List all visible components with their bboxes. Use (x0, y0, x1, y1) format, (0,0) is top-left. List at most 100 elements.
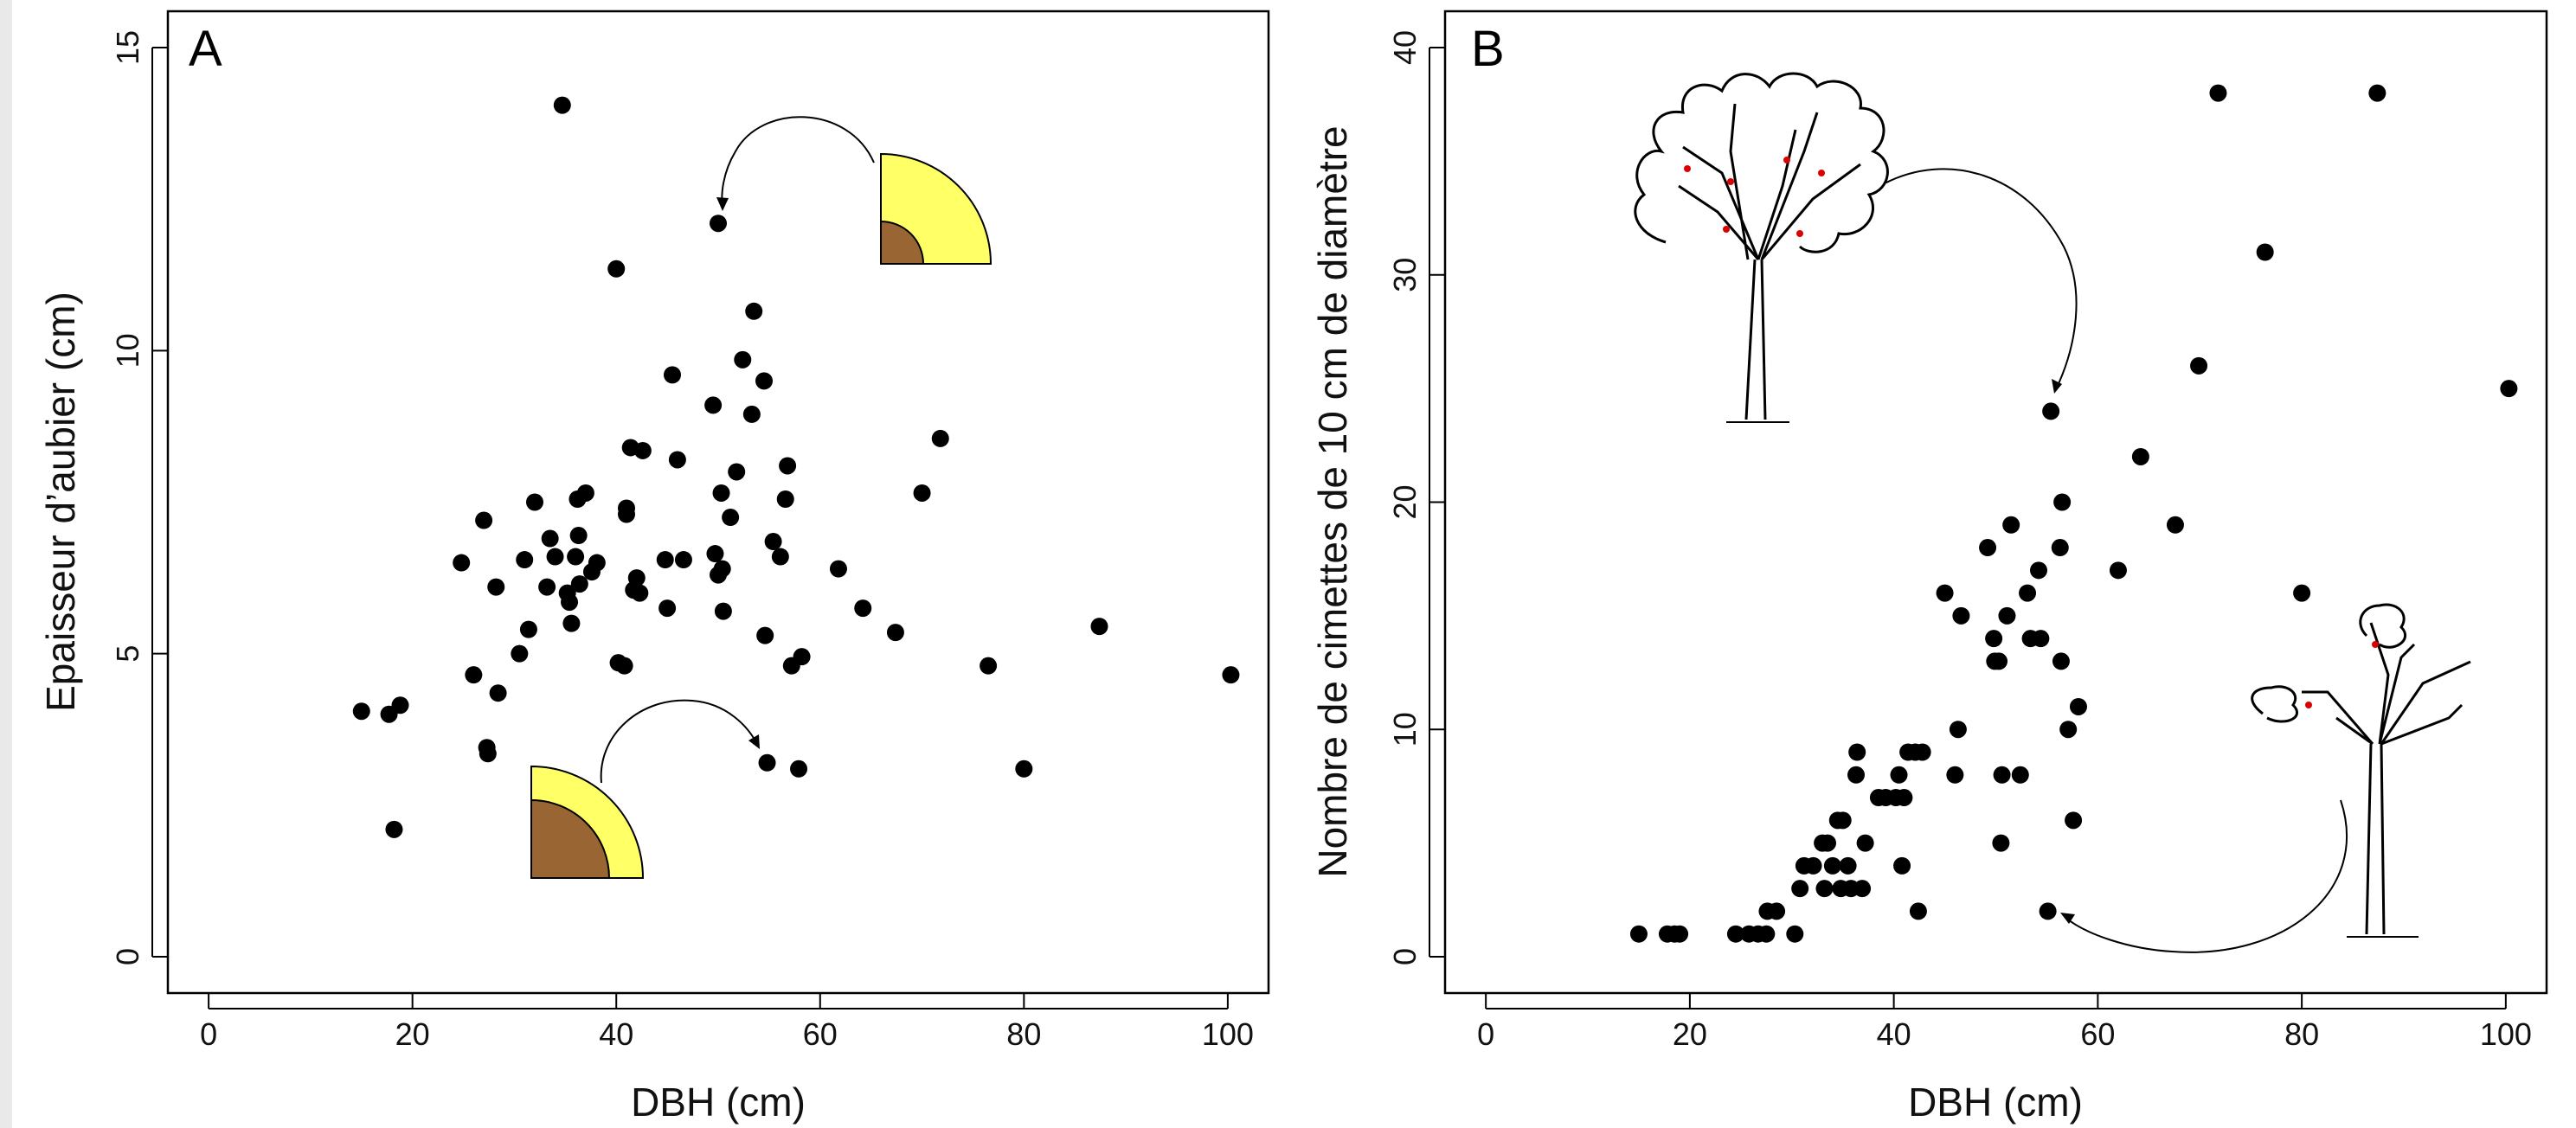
y-axis-title: Nombre de cimettes de 10 cm de diamètre (1310, 125, 1355, 877)
data-point (2019, 584, 2037, 602)
data-point (2053, 493, 2072, 511)
data-point (734, 350, 752, 369)
data-point (829, 560, 847, 578)
data-point (755, 372, 773, 390)
data-point (771, 548, 789, 566)
panel-a: A 0 20 40 60 80 100 0 5 10 15 DBH (cm) Epaisseur… (38, 10, 1270, 1125)
data-point (1848, 743, 1866, 761)
data-point (2293, 584, 2311, 602)
data-point (487, 578, 505, 596)
x-tick-label: 0 (200, 1016, 217, 1052)
y-axis: 0 5 10 15 (110, 30, 168, 965)
data-point (1952, 606, 1970, 625)
data-point (538, 578, 556, 596)
data-point (790, 759, 808, 778)
data-point (1949, 721, 1967, 739)
data-point (526, 493, 543, 511)
data-point (519, 620, 537, 638)
data-point (742, 405, 761, 423)
y-tick-label: 0 (110, 948, 145, 965)
data-point (745, 302, 763, 320)
panel-letter-a: A (189, 21, 222, 77)
data-point (1853, 880, 1872, 898)
data-point (1847, 766, 1866, 784)
x-tick-label: 80 (1006, 1016, 1041, 1052)
sparse-tree-icon (2251, 603, 2471, 938)
data-point (1890, 766, 1908, 784)
data-point (475, 511, 493, 529)
y-tick-label: 15 (110, 30, 145, 65)
data-point (758, 753, 776, 772)
data-point (562, 614, 581, 632)
data-point (1090, 618, 1108, 636)
data-point (618, 499, 635, 517)
data-point (569, 527, 588, 545)
x-tick-label: 40 (599, 1016, 633, 1052)
arrow-from-large-tree-icon (1884, 168, 2078, 394)
data-point (1834, 811, 1852, 830)
data-point (722, 509, 740, 527)
data-point (710, 215, 727, 233)
x-tick-label: 0 (1477, 1016, 1494, 1052)
data-point (764, 533, 782, 551)
data-point (1015, 759, 1033, 778)
data-point (1946, 766, 1964, 784)
data-point (656, 551, 674, 569)
data-point (793, 648, 811, 666)
data-point (886, 624, 904, 642)
data-point (704, 396, 723, 414)
x-axis-title: DBH (cm) (1908, 1080, 2083, 1125)
data-point (1839, 856, 1857, 875)
data-point (2052, 652, 2070, 670)
data-point (1671, 925, 1689, 943)
data-point (1757, 925, 1776, 943)
data-point (2039, 902, 2057, 920)
x-tick-label: 100 (2480, 1016, 2532, 1052)
x-tick-label: 60 (803, 1016, 838, 1052)
data-point (391, 696, 409, 715)
data-point (980, 657, 998, 675)
left-edge-strip (0, 0, 12, 1128)
sapwood-thin-icon (880, 152, 992, 265)
y-tick-label: 10 (1387, 712, 1423, 747)
data-point (2500, 380, 2518, 398)
x-tick-label: 80 (2284, 1016, 2319, 1052)
data-point (567, 548, 585, 566)
data-point (2256, 243, 2274, 261)
data-point (465, 666, 483, 684)
y-tick-label: 10 (110, 333, 145, 368)
x-tick-label: 20 (1673, 1016, 1707, 1052)
data-point (1979, 539, 1997, 557)
data-point (2109, 561, 2127, 580)
y-tick-label: 20 (1387, 484, 1423, 519)
x-tick-label: 40 (1877, 1016, 1911, 1052)
sapwood-thick-icon (530, 765, 645, 879)
data-point (854, 599, 872, 618)
scatter-points-b (1629, 84, 2518, 943)
data-point (1823, 856, 1841, 875)
data-point (511, 644, 529, 663)
data-point (1913, 743, 1931, 761)
data-point (607, 260, 626, 278)
data-point (1726, 925, 1744, 943)
y-axis: 0 10 20 30 40 (1387, 30, 1445, 965)
y-axis-title: Epaisseur d’aubier (cm) (38, 292, 83, 712)
data-point (713, 560, 731, 578)
data-point (1819, 834, 1837, 852)
data-point (1990, 652, 2008, 670)
data-point (385, 820, 403, 838)
data-point (570, 575, 588, 593)
scatter-points-a (352, 96, 1240, 838)
data-point (1993, 766, 2011, 784)
data-point (1222, 666, 1240, 684)
data-point (2069, 697, 2087, 715)
data-point (2166, 516, 2184, 534)
data-point (674, 551, 692, 569)
y-tick-label: 0 (1387, 948, 1423, 965)
data-point (352, 702, 370, 721)
data-point (1786, 925, 1804, 943)
multi-stem-tree-icon (1634, 72, 1889, 423)
data-point (489, 684, 507, 702)
arrow-from-sparse-tree-icon (2060, 799, 2348, 953)
